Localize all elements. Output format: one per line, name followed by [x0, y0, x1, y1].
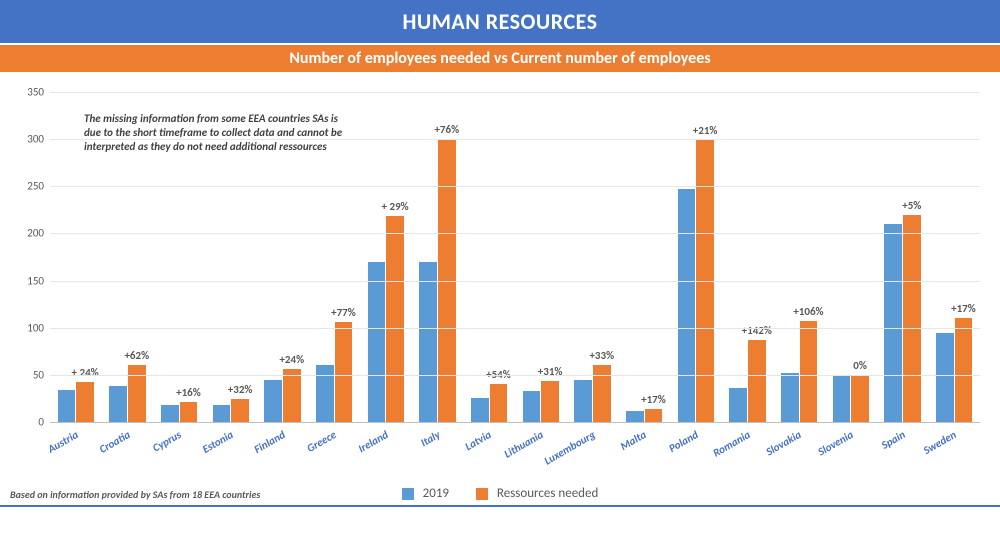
bar-2019: [884, 224, 902, 422]
bar-2019: [109, 386, 127, 422]
pct-label: +62%: [124, 349, 149, 362]
bar-2019: [161, 405, 179, 422]
legend-item: Ressources needed: [476, 486, 598, 501]
x-axis-labels: AustriaCroatiaCyprusEstoniaFinlandGreece…: [50, 424, 980, 494]
pct-label: +24%: [279, 353, 304, 366]
bar-resources-needed: [76, 382, 94, 422]
x-tick-label: Austria: [45, 428, 80, 456]
disclaimer-text: The missing information from some EEA co…: [84, 112, 344, 153]
bar-resources-needed: [955, 318, 973, 422]
x-tick-label: Luxembourg: [541, 428, 597, 468]
pct-label: +142%: [742, 324, 772, 337]
bar-2019: [936, 333, 954, 422]
pct-label: +32%: [228, 383, 253, 396]
x-tick-label: Croatia: [97, 428, 132, 456]
footnote: Based on information provided by SAs fro…: [10, 488, 260, 501]
x-tick-label: Sweden: [921, 428, 958, 457]
bottom-rule: [0, 505, 1000, 507]
pct-label: 0%: [853, 359, 867, 372]
pct-label: + 29%: [382, 200, 409, 213]
legend-item: 2019: [402, 486, 449, 501]
x-tick-label: Greece: [305, 428, 339, 455]
x-tick-label: Lithuania: [502, 428, 546, 461]
pct-label: +16%: [176, 386, 201, 399]
pct-label: +77%: [331, 306, 356, 319]
pct-label: +21%: [693, 124, 718, 137]
x-tick-label: Slovenia: [816, 428, 856, 458]
chart-subtitle-bar: Number of employees needed vs Current nu…: [0, 45, 1000, 72]
gridline: [50, 281, 980, 282]
chart-title: HUMAN RESOURCES: [402, 8, 597, 35]
x-tick-label: Finland: [251, 428, 287, 456]
x-tick-label: Cyprus: [151, 428, 184, 455]
bar-resources-needed: [903, 215, 921, 422]
pct-label: +17%: [641, 393, 666, 406]
bar-2019: [368, 262, 386, 422]
bar-2019: [58, 390, 76, 422]
y-tick-label: 200: [0, 227, 44, 240]
y-tick-label: 100: [0, 321, 44, 334]
x-tick-label: Spain: [879, 428, 907, 452]
pct-label: +33%: [589, 349, 614, 362]
pct-label: + 24%: [72, 366, 99, 379]
x-tick-label: Slovakia: [764, 428, 804, 458]
legend-swatch: [402, 488, 414, 500]
y-tick-label: 150: [0, 274, 44, 287]
pct-label: +76%: [434, 123, 459, 136]
bar-2019: [523, 391, 541, 422]
bar-2019: [574, 380, 592, 422]
pct-label: +5%: [902, 199, 921, 212]
x-tick-label: Romania: [710, 428, 752, 460]
bar-2019: [471, 398, 489, 423]
bar-resources-needed: [180, 402, 198, 422]
legend-label: 2019: [423, 486, 449, 501]
chart-title-bar: HUMAN RESOURCES: [0, 0, 1000, 43]
legend-label: Ressources needed: [497, 486, 598, 501]
bar-2019: [626, 411, 644, 422]
y-tick-label: 0: [0, 416, 44, 429]
x-tick-label: Estonia: [200, 428, 235, 456]
bar-resources-needed: [645, 409, 663, 422]
bar-resources-needed: [800, 321, 818, 422]
bar-resources-needed: [128, 365, 146, 423]
gridline: [50, 186, 980, 187]
gridline: [50, 375, 980, 376]
y-tick-label: 300: [0, 133, 44, 146]
bar-2019: [678, 189, 696, 422]
y-tick-label: 350: [0, 86, 44, 99]
bar-resources-needed: [541, 381, 559, 422]
x-tick-label: Ireland: [356, 428, 390, 455]
x-tick-label: Malta: [618, 428, 648, 453]
pct-label: +31%: [538, 365, 563, 378]
bar-2019: [781, 373, 799, 422]
bar-resources-needed: [231, 399, 249, 422]
pct-label: +17%: [951, 302, 976, 315]
bar-resources-needed: [490, 384, 508, 422]
chart-area: 0 50 100 150 200 250 300 350 + 24% +62% +16% +32% +…: [0, 72, 1000, 507]
bar-2019: [833, 375, 851, 422]
gridline: [50, 233, 980, 234]
x-tick-label: Latvia: [463, 428, 494, 453]
x-tick-label: Poland: [666, 428, 700, 455]
bar-2019: [213, 405, 231, 422]
pct-label: +106%: [793, 305, 823, 318]
bar-2019: [419, 262, 437, 422]
y-tick-label: 50: [0, 368, 44, 381]
bar-resources-needed: [283, 369, 301, 422]
gridline: [50, 92, 980, 93]
legend-swatch: [476, 488, 488, 500]
bar-2019: [264, 380, 282, 422]
bar-resources-needed: [851, 375, 869, 422]
bar-resources-needed: [748, 340, 766, 422]
y-tick-label: 250: [0, 180, 44, 193]
bar-resources-needed: [335, 322, 353, 422]
x-tick-label: Italy: [418, 428, 442, 449]
bar-2019: [729, 388, 747, 422]
gridline: [50, 328, 980, 329]
chart-subtitle: Number of employees needed vs Current nu…: [289, 49, 710, 68]
bar-resources-needed: [386, 216, 404, 422]
